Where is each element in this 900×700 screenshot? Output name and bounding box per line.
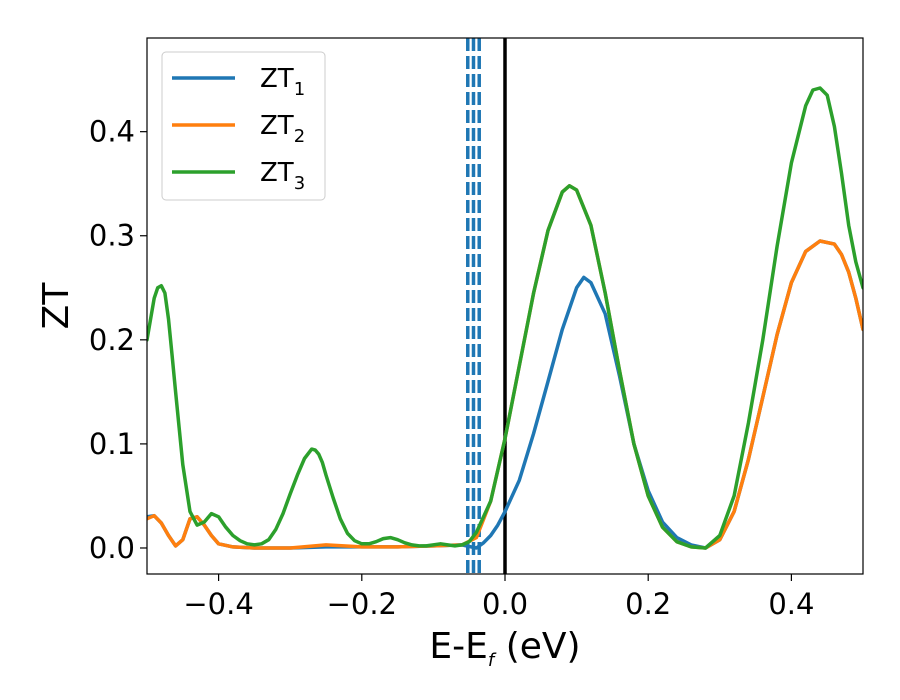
x-tick-label: −0.4 (183, 587, 253, 621)
x-axis-title: E-Ef (eV) (429, 626, 580, 671)
y-tick-label: 0.0 (89, 531, 135, 565)
legend-label: ZT2 (260, 111, 305, 147)
y-axis: 0.0 0.1 0.2 0.3 0.4 (89, 115, 147, 565)
reference-lines (466, 38, 507, 574)
x-tick-label: 0.0 (482, 587, 528, 621)
x-tick-label: −0.2 (327, 587, 397, 621)
y-tick-label: 0.4 (89, 115, 135, 149)
series-lines (147, 86, 863, 550)
x-tick-label: 0.2 (625, 587, 671, 621)
x-axis: −0.4 −0.2 0.0 0.2 0.4 (183, 574, 814, 621)
y-tick-label: 0.3 (89, 219, 135, 253)
legend-box (161, 51, 326, 201)
legend-label: ZT1 (260, 64, 305, 100)
series-line-zt3 (147, 86, 863, 550)
y-axis-title: ZT (36, 282, 77, 330)
y-tick-label: 0.2 (89, 323, 135, 357)
legend-label: ZT3 (260, 158, 305, 194)
x-tick-label: 0.4 (768, 587, 814, 621)
legend: ZT1 ZT2 ZT3 (161, 51, 326, 201)
y-tick-label: 0.1 (89, 427, 135, 461)
